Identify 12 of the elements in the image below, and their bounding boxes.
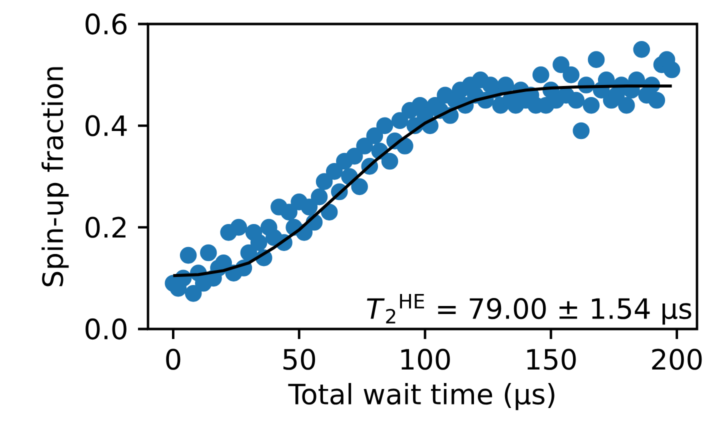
annotation: T$_{2}$$^{HE}$ = 79.00 ± 1.54 μs (366, 294, 692, 325)
x-tick-label: 100 (401, 348, 450, 370)
y-tick-label: 0.0 (86, 318, 126, 340)
x-tick-label: 0 (166, 348, 180, 370)
y-tick-label: 0.6 (86, 13, 127, 35)
x-axis-title: Total wait time (μs) (288, 382, 554, 410)
y-tick-label: 0.2 (86, 216, 126, 238)
y-tick-label: 0.4 (86, 115, 127, 136)
x-tick-label: 150 (527, 348, 576, 370)
x-tick-label: 200 (652, 348, 702, 370)
y-axis-title: Spin-up fraction (42, 67, 69, 286)
x-tick-label: 50 (283, 348, 316, 370)
